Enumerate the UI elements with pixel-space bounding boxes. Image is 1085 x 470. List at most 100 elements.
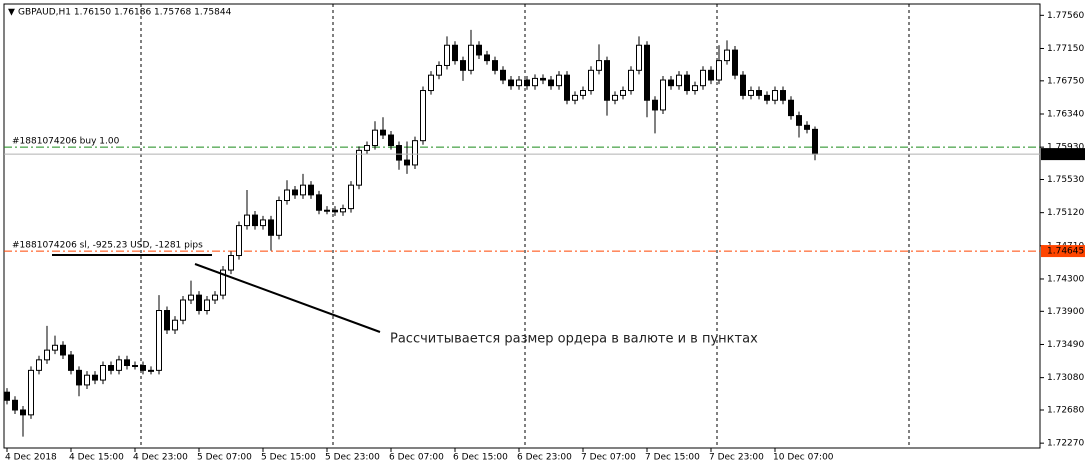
candle-body xyxy=(444,44,450,66)
candle-body xyxy=(316,194,322,211)
candle-body xyxy=(212,294,218,301)
candle-body xyxy=(476,44,482,56)
price-badge xyxy=(1041,245,1085,258)
candle-body xyxy=(580,90,586,96)
chart-title: GBPAUD,H1 1.76150 1.76186 1.75768 1.7584… xyxy=(18,8,232,18)
candle-body xyxy=(324,209,330,212)
candle-body xyxy=(204,299,210,312)
candle-body xyxy=(684,74,690,92)
y-tick-label: 1.76340 xyxy=(1047,109,1084,119)
candle-body xyxy=(364,145,370,151)
candle-body xyxy=(596,60,602,71)
candle-body xyxy=(44,349,50,361)
candle-body xyxy=(276,200,282,236)
candle-body xyxy=(228,255,234,271)
candle-body xyxy=(268,219,274,236)
candle-body xyxy=(492,60,498,71)
candle-body xyxy=(716,60,722,81)
candle-body xyxy=(740,74,746,96)
candle-body xyxy=(100,365,106,381)
candle-body xyxy=(380,129,386,136)
candle-body xyxy=(196,294,202,312)
y-tick-label: 1.74300 xyxy=(1047,274,1084,284)
x-tick-label: 5 Dec 23:00 xyxy=(325,453,380,463)
candle-body xyxy=(532,77,538,87)
candle-body xyxy=(68,354,74,371)
candle-body xyxy=(332,209,338,213)
x-tick-label: 6 Dec 23:00 xyxy=(517,453,572,463)
candle-body xyxy=(388,134,394,147)
y-tick-label: 1.72270 xyxy=(1047,439,1084,449)
candle-body xyxy=(180,299,186,321)
pointer-line xyxy=(194,263,381,333)
y-tick-label: 1.73490 xyxy=(1047,340,1084,350)
candle-body xyxy=(636,44,642,71)
y-tick-label: 1.75930 xyxy=(1047,143,1084,153)
annotation: Рассчитывается размер ордера в валюте и … xyxy=(390,332,758,347)
collapse-icon: ▼ xyxy=(8,8,15,18)
candle-body xyxy=(300,184,306,196)
marks xyxy=(4,29,1040,437)
candle-body xyxy=(772,90,778,101)
candle-body xyxy=(428,74,434,92)
x-tick-label: 7 Dec 15:00 xyxy=(645,453,700,463)
candle-body xyxy=(652,99,658,111)
candle-body xyxy=(148,369,154,372)
x-tick-label: 7 Dec 07:00 xyxy=(581,453,636,463)
candle-body xyxy=(780,90,786,101)
candle-body xyxy=(356,149,362,186)
candle-body xyxy=(308,184,314,196)
candle-body xyxy=(156,310,162,371)
candle-body xyxy=(436,64,442,76)
candle-body xyxy=(524,79,530,87)
x-tick-label: 7 Dec 23:00 xyxy=(709,453,764,463)
candle-body xyxy=(396,145,402,161)
candle-body xyxy=(764,94,770,101)
candle-body xyxy=(404,159,410,166)
candle-body xyxy=(460,60,466,71)
candle-body xyxy=(668,79,674,87)
candle-body xyxy=(788,99,794,117)
candle-body xyxy=(172,319,178,331)
candle-body xyxy=(220,269,226,296)
y-tick-label: 1.75120 xyxy=(1047,208,1084,218)
candle-body xyxy=(468,44,474,71)
candle-body xyxy=(812,128,818,155)
candle-body xyxy=(732,49,738,76)
x-tick-label: 10 Dec 07:00 xyxy=(773,453,834,463)
candle-body xyxy=(252,214,258,227)
order-label: #1881074206 sl, -925.23 USD, -1281 pips xyxy=(12,241,203,251)
candle-body xyxy=(660,79,666,111)
candle-body xyxy=(548,79,554,87)
candle-body xyxy=(612,94,618,101)
current-price: 1.75844 xyxy=(1047,150,1084,160)
candle-body xyxy=(572,94,578,101)
candle-body xyxy=(604,60,610,101)
order-label: #1881074206 buy 1.00 xyxy=(12,137,120,147)
candle-body xyxy=(700,69,706,87)
x-tick-label: 5 Dec 07:00 xyxy=(197,453,252,463)
candle-body xyxy=(620,90,626,96)
x-tick-label: 5 Dec 15:00 xyxy=(261,453,316,463)
candle-body xyxy=(108,365,114,371)
y-tick-label: 1.77560 xyxy=(1047,11,1084,21)
y-tick-label: 1.76750 xyxy=(1047,76,1084,86)
y-tick-label: 1.75530 xyxy=(1047,175,1084,185)
x-tick-label: 6 Dec 15:00 xyxy=(453,453,508,463)
candle-body xyxy=(20,409,26,416)
y-tick-label: 1.72680 xyxy=(1047,405,1084,415)
candle-body xyxy=(116,359,122,371)
candle-body xyxy=(28,369,34,416)
candle-body xyxy=(516,79,522,87)
candle-body xyxy=(412,140,418,166)
candle-body xyxy=(484,54,490,62)
candle-body xyxy=(724,49,730,62)
candle-body xyxy=(796,115,802,126)
candle-body xyxy=(452,44,458,62)
candle-body xyxy=(500,69,506,81)
candle-body xyxy=(284,189,290,202)
candle-body xyxy=(756,90,762,96)
candle-body xyxy=(508,79,514,87)
y-tick-label: 1.77150 xyxy=(1047,44,1084,54)
